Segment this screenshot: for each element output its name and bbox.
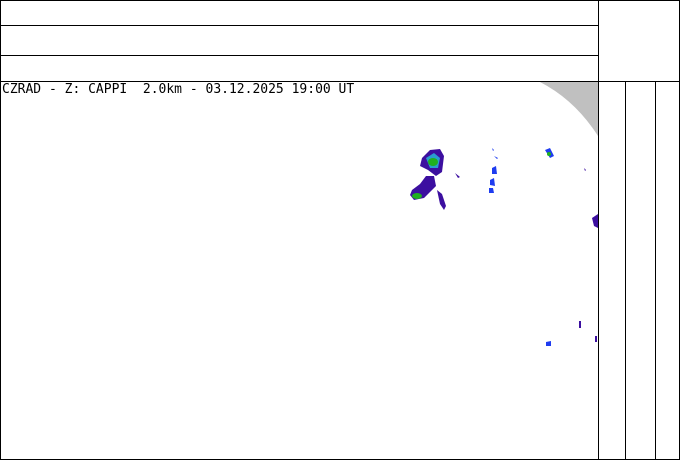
header-divider-1 (0, 25, 598, 26)
echo-cell (455, 173, 460, 178)
echo-cell (492, 148, 498, 159)
echo-cell (492, 166, 497, 174)
echo-cell (490, 178, 495, 186)
echo-cell (546, 341, 551, 346)
map-title: CZRAD - Z: CAPPI 2.0km - 03.12.2025 19:0… (2, 82, 355, 97)
header-divider-2 (0, 55, 598, 56)
echo-core (547, 152, 551, 156)
echo-core (412, 193, 422, 199)
echo-cell (437, 190, 446, 210)
radar-echoes (410, 148, 598, 346)
echo-cell (489, 188, 494, 193)
frame-left (0, 0, 1, 460)
outside-range-area (540, 82, 598, 136)
legend-column-divider-1 (625, 81, 626, 460)
echo-cell (584, 168, 586, 171)
echo-cell (592, 214, 598, 228)
legend-column-divider-2 (655, 81, 656, 460)
header-divider-3 (0, 81, 680, 82)
echo-core (428, 158, 438, 166)
map-right-border (598, 0, 599, 460)
echo-cell (579, 321, 597, 342)
frame-top (0, 0, 680, 1)
